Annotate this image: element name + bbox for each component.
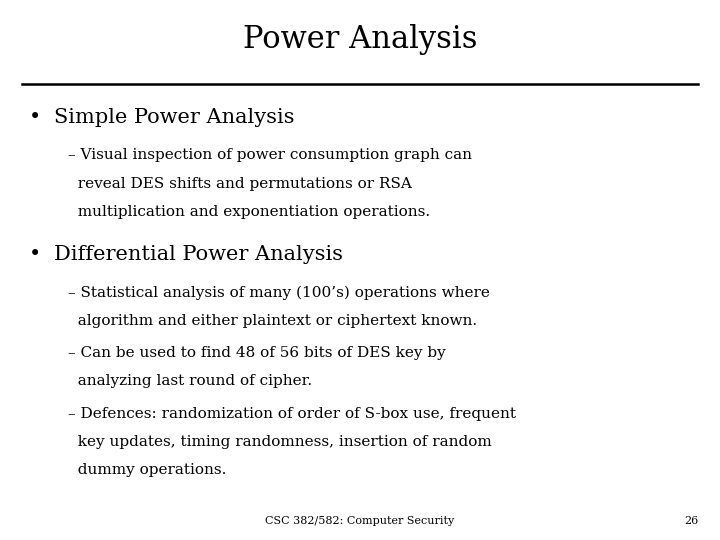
Text: Simple Power Analysis: Simple Power Analysis [54,108,294,127]
Text: Power Analysis: Power Analysis [243,24,477,55]
Text: – Statistical analysis of many (100’s) operations where: – Statistical analysis of many (100’s) o… [68,286,490,300]
Text: – Visual inspection of power consumption graph can: – Visual inspection of power consumption… [68,148,472,163]
Text: – Can be used to find 48 of 56 bits of DES key by: – Can be used to find 48 of 56 bits of D… [68,346,446,360]
Text: key updates, timing randomness, insertion of random: key updates, timing randomness, insertio… [68,435,492,449]
Text: reveal DES shifts and permutations or RSA: reveal DES shifts and permutations or RS… [68,177,413,191]
Text: multiplication and exponentiation operations.: multiplication and exponentiation operat… [68,205,431,219]
Text: Differential Power Analysis: Differential Power Analysis [54,245,343,264]
Text: 26: 26 [684,516,698,526]
Text: algorithm and either plaintext or ciphertext known.: algorithm and either plaintext or cipher… [68,314,477,328]
Text: dummy operations.: dummy operations. [68,463,227,477]
Text: CSC 382/582: Computer Security: CSC 382/582: Computer Security [266,516,454,526]
Text: analyzing last round of cipher.: analyzing last round of cipher. [68,374,312,388]
Text: •: • [29,245,41,264]
Text: – Defences: randomization of order of S-box use, frequent: – Defences: randomization of order of S-… [68,407,516,421]
Text: •: • [29,108,41,127]
